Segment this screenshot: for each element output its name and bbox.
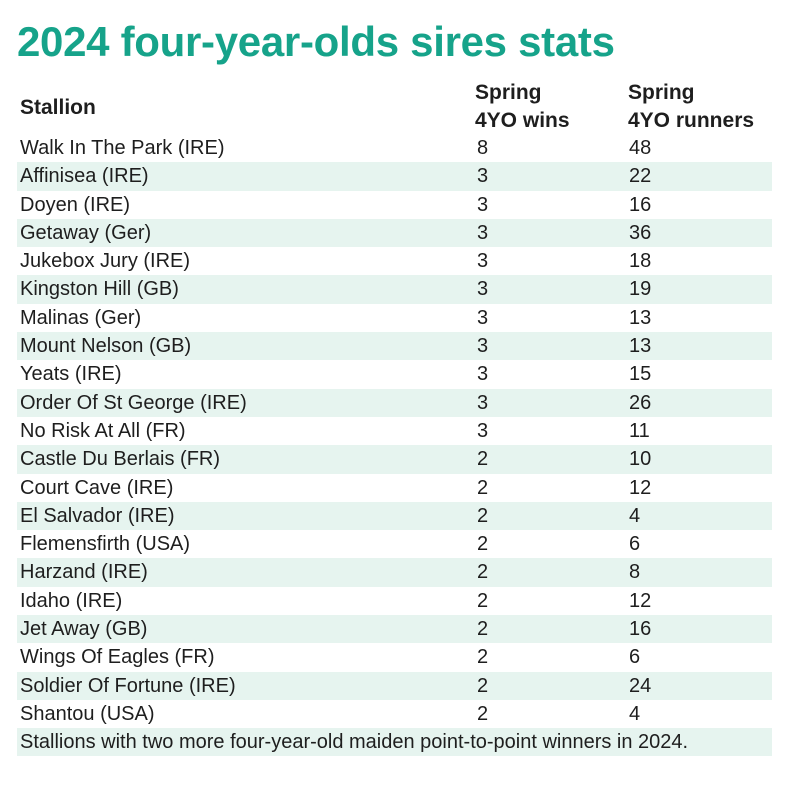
runners-value: 48 — [629, 137, 652, 159]
runners-value: 8 — [629, 561, 641, 584]
stallion-name: Jukebox Jury (IRE) — [20, 250, 191, 273]
runners-value: 12 — [629, 589, 652, 612]
table-row: Getaway (Ger) 3 36 — [17, 218, 772, 248]
header-wins-line1: Spring — [475, 81, 542, 104]
wins-value: 3 — [477, 363, 489, 386]
runners-value: 10 — [629, 448, 652, 471]
table-body: Walk In The Park (IRE) 8 48 Affinisea (IRE)… — [17, 134, 772, 728]
wins-value: 3 — [477, 221, 489, 244]
runners-value: 18 — [629, 250, 652, 273]
table-row: Mount Nelson (GB) 3 13 — [17, 332, 772, 361]
table-row: Doyen (IRE) 3 16 — [17, 191, 772, 219]
stallion-name: Soldier Of Fortune (IRE) — [20, 674, 236, 697]
wins-value: 3 — [477, 250, 489, 273]
stallion-name: Idaho (IRE) — [20, 589, 123, 612]
runners-value: 16 — [629, 193, 652, 216]
runners-value: 11 — [629, 419, 650, 442]
header-stallion: Stallion — [20, 96, 96, 119]
wins-value: 2 — [477, 702, 489, 725]
table-row: Soldier Of Fortune (IRE) 2 24 — [17, 671, 772, 700]
wins-value: 3 — [477, 306, 489, 329]
wins-value: 2 — [477, 618, 489, 641]
stallion-name: Mount Nelson (GB) — [20, 335, 192, 358]
wins-value: 3 — [477, 193, 489, 216]
runners-value: 6 — [629, 646, 641, 669]
stallion-name: Malinas (Ger) — [20, 306, 142, 329]
table-row: Flemensfirth (USA) 2 6 — [17, 530, 772, 558]
table-row: Kingston Hill (GB) 3 19 — [17, 275, 772, 304]
runners-value: 12 — [629, 476, 652, 499]
table-footnote: Stallions with two more four-year-old ma… — [17, 728, 772, 757]
stallion-name: Getaway (Ger) — [20, 221, 152, 244]
wins-value: 2 — [477, 674, 489, 697]
wins-value: 3 — [477, 419, 489, 442]
wins-value: 3 — [477, 278, 489, 301]
stallion-name: Wings Of Eagles (FR) — [20, 646, 215, 669]
table-row: Shantou (USA) 2 4 — [17, 700, 772, 728]
stallion-name: Flemensfirth (USA) — [20, 533, 191, 556]
stallion-name: Harzand (IRE) — [20, 561, 148, 584]
table-row: Harzand (IRE) 2 8 — [17, 558, 772, 587]
table-row: Court Cave (IRE) 2 12 — [17, 474, 772, 502]
header-runners: Spring 4YO runners — [628, 79, 754, 135]
runners-value: 4 — [629, 702, 641, 725]
stallion-name: Walk In The Park (IRE) — [20, 137, 225, 159]
table-row: Jet Away (GB) 2 16 — [17, 615, 772, 644]
header-wins-line2: 4YO wins — [475, 109, 570, 132]
table-row: Jukebox Jury (IRE) 3 18 — [17, 247, 772, 275]
runners-value: 6 — [629, 533, 641, 556]
table-row: Wings Of Eagles (FR) 2 6 — [17, 643, 772, 671]
wins-value: 2 — [477, 448, 489, 471]
wins-value: 3 — [477, 391, 489, 414]
wins-value: 2 — [477, 504, 489, 527]
table-row: Order Of St George (IRE) 3 26 — [17, 388, 772, 417]
wins-value: 2 — [477, 589, 489, 612]
runners-value: 26 — [629, 391, 652, 414]
table-row: No Risk At All (FR) 3 11 — [17, 417, 772, 445]
runners-value: 13 — [629, 335, 652, 358]
table-row: Malinas (Ger) 3 13 — [17, 304, 772, 332]
wins-value: 3 — [477, 335, 489, 358]
stallion-name: El Salvador (IRE) — [20, 504, 175, 527]
wins-value: 2 — [477, 561, 489, 584]
wins-value: 2 — [477, 533, 489, 556]
runners-value: 15 — [629, 363, 652, 386]
stallion-name: Doyen (IRE) — [20, 193, 131, 216]
table-row: Affinisea (IRE) 3 22 — [17, 162, 772, 191]
stallion-name: Jet Away (GB) — [20, 618, 148, 641]
runners-value: 16 — [629, 618, 652, 641]
table-row: Castle Du Berlais (FR) 2 10 — [17, 445, 772, 474]
table-row: Idaho (IRE) 2 12 — [17, 587, 772, 615]
wins-value: 2 — [477, 646, 489, 669]
stallion-name: Shantou (USA) — [20, 702, 155, 725]
runners-value: 4 — [629, 504, 641, 527]
stallion-name: Kingston Hill (GB) — [20, 278, 179, 301]
stallion-name: Order Of St George (IRE) — [20, 391, 247, 414]
page-title: 2024 four-year-olds sires stats — [17, 18, 615, 65]
runners-value: 36 — [629, 221, 652, 244]
header-runners-line1: Spring — [628, 81, 695, 104]
runners-value: 24 — [629, 674, 652, 697]
table-row: Yeats (IRE) 3 15 — [17, 360, 772, 388]
stallion-name: Court Cave (IRE) — [20, 476, 174, 499]
table-row: Walk In The Park (IRE) 8 48 — [17, 134, 772, 162]
sires-table: Stallion Spring 4YO wins Spring 4YO runn… — [17, 79, 772, 757]
table-row: El Salvador (IRE) 2 4 — [17, 501, 772, 531]
stallion-name: No Risk At All (FR) — [20, 419, 186, 442]
wins-value: 3 — [477, 165, 489, 188]
runners-value: 13 — [629, 306, 652, 329]
stallion-name: Affinisea (IRE) — [20, 165, 149, 188]
header-runners-line2: 4YO runners — [628, 109, 755, 132]
stallion-name: Yeats (IRE) — [20, 363, 122, 386]
table-header: Stallion Spring 4YO wins Spring 4YO runn… — [17, 79, 772, 134]
runners-value: 19 — [629, 278, 652, 301]
stallion-name: Castle Du Berlais (FR) — [20, 448, 221, 471]
runners-value: 22 — [629, 165, 652, 188]
wins-value: 8 — [477, 137, 489, 159]
wins-value: 2 — [477, 476, 489, 499]
header-wins: Spring 4YO wins — [475, 79, 570, 135]
